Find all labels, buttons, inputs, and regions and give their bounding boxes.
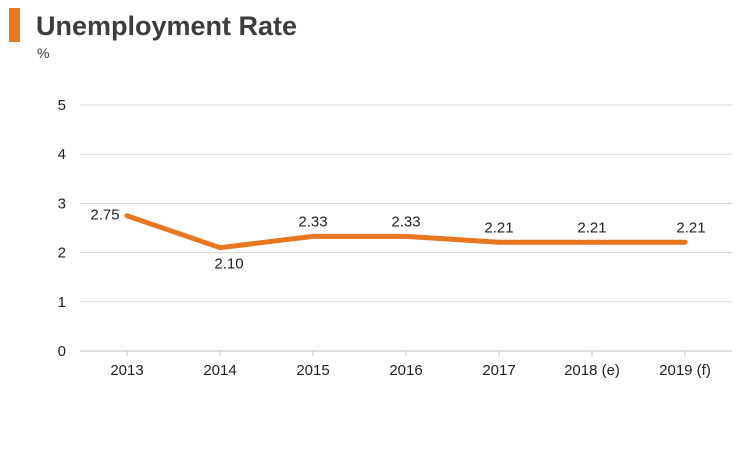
data-point-4 (496, 239, 502, 245)
x-tick-label-3: 2016 (389, 362, 422, 379)
data-label-0: 2.75 (90, 207, 119, 224)
y-tick-label-3: 3 (58, 195, 66, 212)
x-tick-label-2: 2015 (296, 362, 329, 379)
data-label-6: 2.21 (676, 219, 705, 236)
data-point-5 (589, 239, 595, 245)
y-tick-label-4: 4 (58, 146, 66, 163)
data-point-6 (682, 239, 688, 245)
axis-layer: 0 1 2 3 4 5 2013 2014 2015 2016 2017 2018 (e) 2019 (… (58, 97, 732, 379)
data-point-1 (217, 245, 223, 251)
data-point-3 (403, 233, 409, 239)
chart-title: Unemployment Rate (36, 11, 298, 41)
label-layer: 2.75 2.10 2.33 2.33 2.21 2.21 2.21 (90, 207, 705, 273)
y-tick-label-1: 1 (58, 294, 66, 311)
y-tick-label-0: 0 (58, 343, 66, 360)
data-label-4: 2.21 (484, 219, 513, 236)
data-label-3: 2.33 (391, 213, 420, 230)
unit-label: % (37, 45, 50, 61)
y-tick-label-2: 2 (58, 245, 66, 262)
data-point-0 (124, 213, 130, 219)
x-tick-label-5: 2018 (e) (564, 362, 620, 379)
data-label-1: 2.10 (214, 256, 243, 273)
data-point-2 (310, 233, 316, 239)
y-tick-label-5: 5 (58, 97, 66, 114)
data-label-5: 2.21 (577, 219, 606, 236)
title-accent-bar (9, 8, 20, 42)
data-label-2: 2.33 (298, 213, 327, 230)
series-layer (124, 213, 688, 251)
x-tick-label-1: 2014 (203, 362, 236, 379)
grid-layer (80, 104, 732, 303)
x-tick-label-6: 2019 (f) (659, 362, 711, 379)
x-tick-label-4: 2017 (482, 362, 515, 379)
x-tick-label-0: 2013 (110, 362, 143, 379)
